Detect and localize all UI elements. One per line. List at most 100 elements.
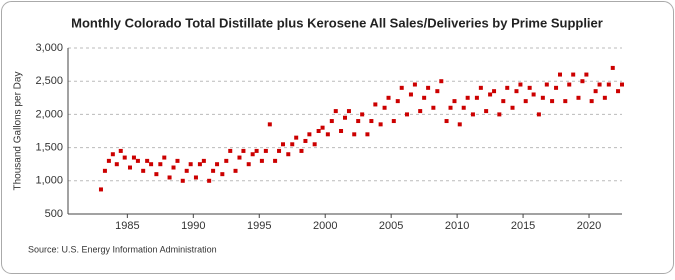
point <box>540 95 545 100</box>
point <box>259 158 264 163</box>
point <box>602 95 607 100</box>
point <box>356 119 361 124</box>
point <box>567 82 572 87</box>
point <box>478 85 483 90</box>
point <box>470 112 475 117</box>
point <box>514 89 519 94</box>
point <box>141 168 146 173</box>
point <box>386 95 391 100</box>
frame <box>1 1 674 274</box>
point <box>145 158 150 163</box>
point <box>352 132 357 137</box>
point <box>461 105 466 110</box>
source: Source: U.S. Energy Information Administ… <box>28 244 217 254</box>
point <box>597 82 602 87</box>
y-tick-label: 2,000 <box>35 108 63 120</box>
point <box>110 152 115 157</box>
point <box>325 132 330 137</box>
y-tick-label: 3,000 <box>35 42 63 54</box>
point <box>501 99 506 104</box>
point <box>106 158 111 163</box>
point <box>207 178 212 183</box>
point <box>263 148 268 153</box>
x-tick-label: 1995 <box>247 220 271 232</box>
x-tick-label: 2000 <box>313 220 337 232</box>
x-tick-label: 2005 <box>379 220 403 232</box>
point <box>162 155 167 160</box>
point <box>215 162 220 167</box>
point <box>188 162 193 167</box>
point <box>369 119 374 124</box>
point <box>435 89 440 94</box>
point <box>343 115 347 120</box>
point <box>267 122 272 127</box>
point <box>158 162 163 167</box>
x-tick-label: 2020 <box>577 220 601 232</box>
point <box>378 122 383 127</box>
point <box>180 178 185 183</box>
point <box>294 135 299 140</box>
point <box>333 109 338 114</box>
point <box>114 162 119 167</box>
point <box>395 99 400 104</box>
point <box>610 65 615 70</box>
point <box>536 112 541 117</box>
point <box>431 105 436 110</box>
point <box>373 102 378 107</box>
point <box>497 112 502 117</box>
point <box>237 155 242 160</box>
point <box>171 165 176 170</box>
point <box>290 142 295 147</box>
point <box>122 155 127 160</box>
point <box>593 89 598 94</box>
point <box>254 148 259 153</box>
point <box>444 119 449 124</box>
point <box>448 105 453 110</box>
point <box>484 109 489 114</box>
point <box>426 85 431 90</box>
point <box>154 172 159 177</box>
point <box>616 89 621 94</box>
point <box>510 105 515 110</box>
point <box>246 162 251 167</box>
point <box>281 142 286 147</box>
point <box>576 95 581 100</box>
point <box>492 89 497 94</box>
y-tick-label: 2,500 <box>35 75 63 87</box>
point <box>329 119 334 124</box>
y-tick-label: 500 <box>45 208 63 220</box>
point <box>412 82 417 87</box>
point <box>550 99 555 104</box>
point <box>531 92 536 97</box>
point <box>307 132 312 137</box>
point <box>408 92 413 97</box>
y-axis-label: Thousand Gallons per Day <box>13 72 24 191</box>
point <box>224 158 229 163</box>
point <box>175 158 180 163</box>
point <box>98 187 103 192</box>
point <box>457 122 462 127</box>
point <box>523 99 528 104</box>
point <box>184 168 189 173</box>
point <box>193 175 198 180</box>
y-tick-label: 1,500 <box>35 142 63 154</box>
point <box>250 152 255 157</box>
point <box>554 85 559 90</box>
point <box>518 82 523 87</box>
point <box>316 129 321 133</box>
point <box>558 72 563 77</box>
y-tick-label: 1,000 <box>35 175 63 187</box>
point <box>286 152 291 157</box>
point <box>149 162 154 167</box>
point <box>320 125 325 130</box>
point <box>197 162 202 167</box>
point <box>365 132 370 137</box>
point <box>620 82 624 87</box>
point <box>404 112 409 117</box>
point <box>391 119 396 124</box>
point <box>273 158 278 163</box>
x-tick-label: 2015 <box>511 220 535 232</box>
point <box>118 148 123 153</box>
point <box>241 148 246 153</box>
